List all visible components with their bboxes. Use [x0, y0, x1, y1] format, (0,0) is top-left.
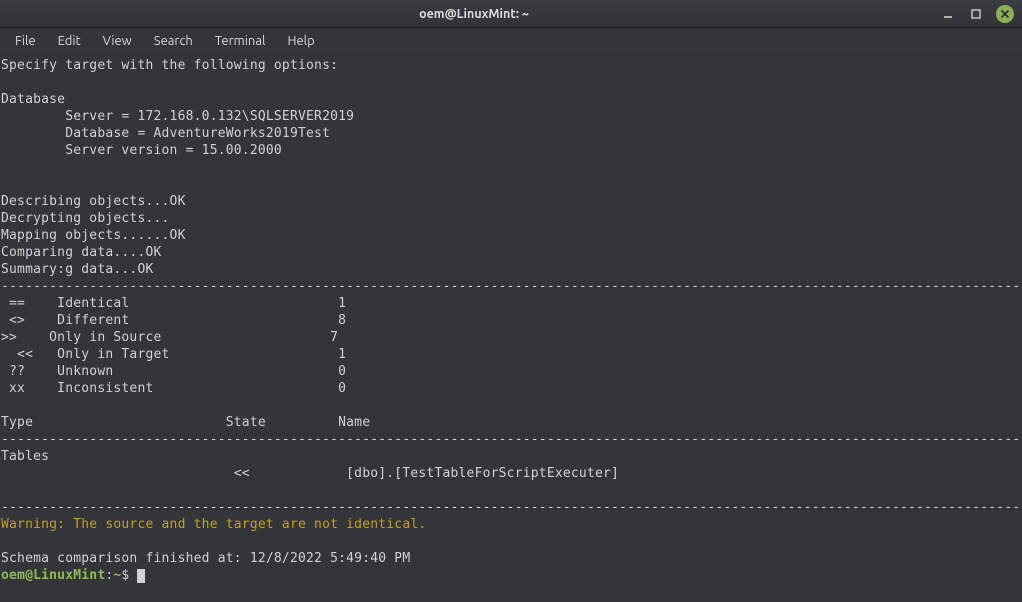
tables-header: Tables — [1, 449, 49, 464]
progress-line: Comparing data....OK — [1, 245, 162, 260]
menu-file[interactable]: File — [6, 31, 45, 51]
summary-row: <> Different 8 — [1, 313, 346, 328]
columns-header: Type State Name — [1, 415, 370, 430]
menu-help[interactable]: Help — [278, 31, 323, 51]
minimize-button[interactable] — [940, 6, 956, 22]
summary-row: xx Inconsistent 0 — [1, 381, 346, 396]
db-header: Database — [1, 92, 65, 107]
close-button[interactable] — [996, 5, 1014, 23]
menubar: File Edit View Search Terminal Help — [0, 28, 1022, 55]
summary-row: << Only in Target 1 — [1, 347, 346, 362]
warning-line: Warning: The source and the target are n… — [1, 517, 426, 532]
summary-row: == Identical 1 — [1, 296, 346, 311]
db-version: Server version = 15.00.2000 — [1, 143, 282, 158]
separator: ----------------------------------------… — [1, 432, 1022, 447]
window-controls — [940, 5, 1014, 23]
progress-line: Mapping objects......OK — [1, 228, 186, 243]
progress-line: Decrypting objects... — [1, 211, 170, 226]
menu-terminal[interactable]: Terminal — [206, 31, 275, 51]
menu-view[interactable]: View — [94, 31, 141, 51]
prompt-char: $ — [121, 568, 129, 583]
cursor — [137, 569, 145, 583]
menu-search[interactable]: Search — [145, 31, 202, 51]
separator: ----------------------------------------… — [1, 279, 1022, 294]
terminal-output: Specify target with the following option… — [1, 57, 1021, 584]
intro-line: Specify target with the following option… — [1, 58, 338, 73]
summary-row: >> Only in Source 7 — [1, 330, 338, 345]
progress-line: Summary:g data...OK — [1, 262, 154, 277]
prompt-user: oem@LinuxMint — [1, 568, 105, 583]
titlebar: oem@LinuxMint: ~ — [0, 0, 1022, 28]
summary-row: ?? Unknown 0 — [1, 364, 346, 379]
table-row: << [dbo].[TestTableForScriptExecuter] — [1, 466, 619, 481]
maximize-button[interactable] — [968, 6, 984, 22]
db-server: Server = 172.168.0.132\SQLSERVER2019 — [1, 109, 354, 124]
finished-line: Schema comparison finished at: 12/8/2022… — [1, 551, 410, 566]
separator: ----------------------------------------… — [1, 500, 1022, 515]
menu-edit[interactable]: Edit — [49, 31, 90, 51]
terminal-viewport[interactable]: Specify target with the following option… — [0, 55, 1022, 602]
progress-line: Describing objects...OK — [1, 194, 186, 209]
db-database: Database = AdventureWorks2019Test — [1, 126, 330, 141]
window-title: oem@LinuxMint: ~ — [8, 7, 940, 21]
